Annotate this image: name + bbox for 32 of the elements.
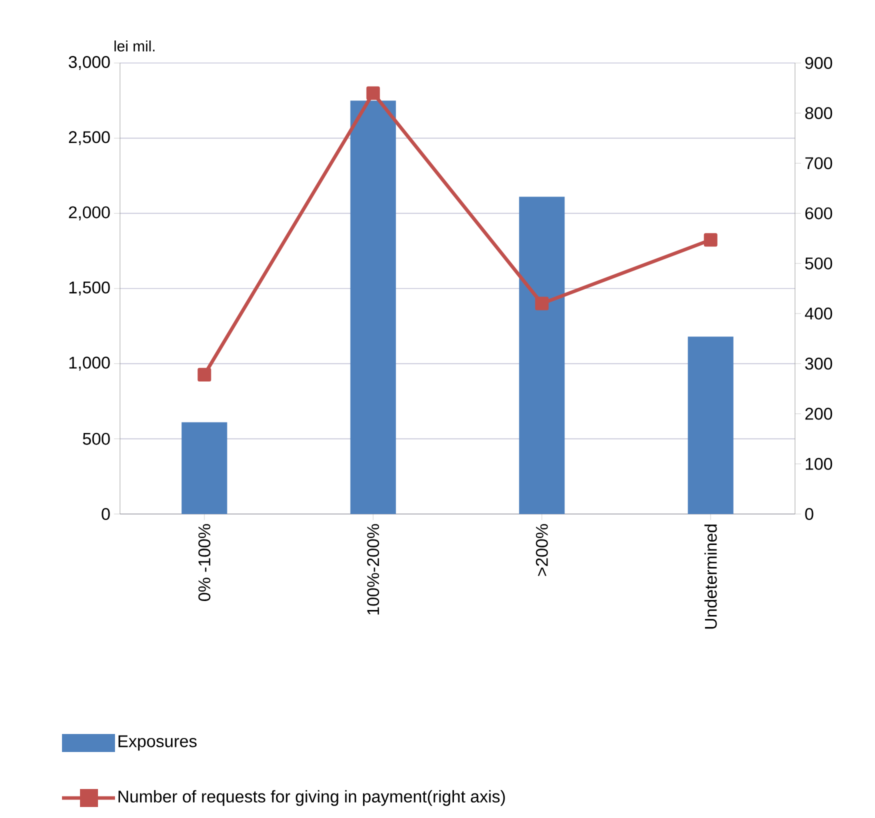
point — [704, 233, 718, 247]
point — [535, 296, 549, 310]
bar — [182, 422, 228, 514]
y-tick-label: 1,500 — [69, 282, 110, 296]
point — [198, 368, 212, 382]
y2-tick-label: 700 — [805, 157, 832, 170]
y2-tick-label: 100 — [806, 458, 832, 470]
y2-tick-label: 800 — [805, 107, 832, 120]
y-tick-label: 3,000 — [68, 56, 110, 70]
y2-tick-label: 900 — [805, 57, 832, 70]
legend-label: Exposures — [118, 735, 197, 751]
y2-tick-label: 500 — [805, 257, 832, 270]
x-tick-label: 0% -100% — [198, 524, 210, 602]
bar — [688, 336, 734, 514]
bar — [350, 100, 396, 514]
x-tick-label: Undetermined — [704, 524, 717, 629]
y-tick-label: 1,000 — [69, 356, 110, 371]
y2-tick-label: 0 — [805, 508, 814, 520]
x-tick-label: 100%-200% — [367, 524, 380, 614]
y2-tick-label: 300 — [805, 358, 832, 370]
y-tick-label: 500 — [82, 432, 110, 445]
y-axis-title: lei mil. — [114, 40, 154, 52]
legend-label: Number of requests for giving in payment(right axis) — [118, 790, 505, 806]
y2-tick-label: 600 — [805, 207, 832, 220]
x-tick-label: >200% — [536, 524, 548, 576]
y2-tick-label: 200 — [805, 408, 832, 420]
y-tick-label: 0 — [102, 508, 110, 520]
y-tick-label: 2,500 — [68, 131, 110, 146]
bar — [519, 196, 565, 514]
y2-tick-label: 400 — [804, 308, 832, 320]
point — [366, 86, 380, 100]
y-tick-label: 2,000 — [68, 206, 110, 220]
